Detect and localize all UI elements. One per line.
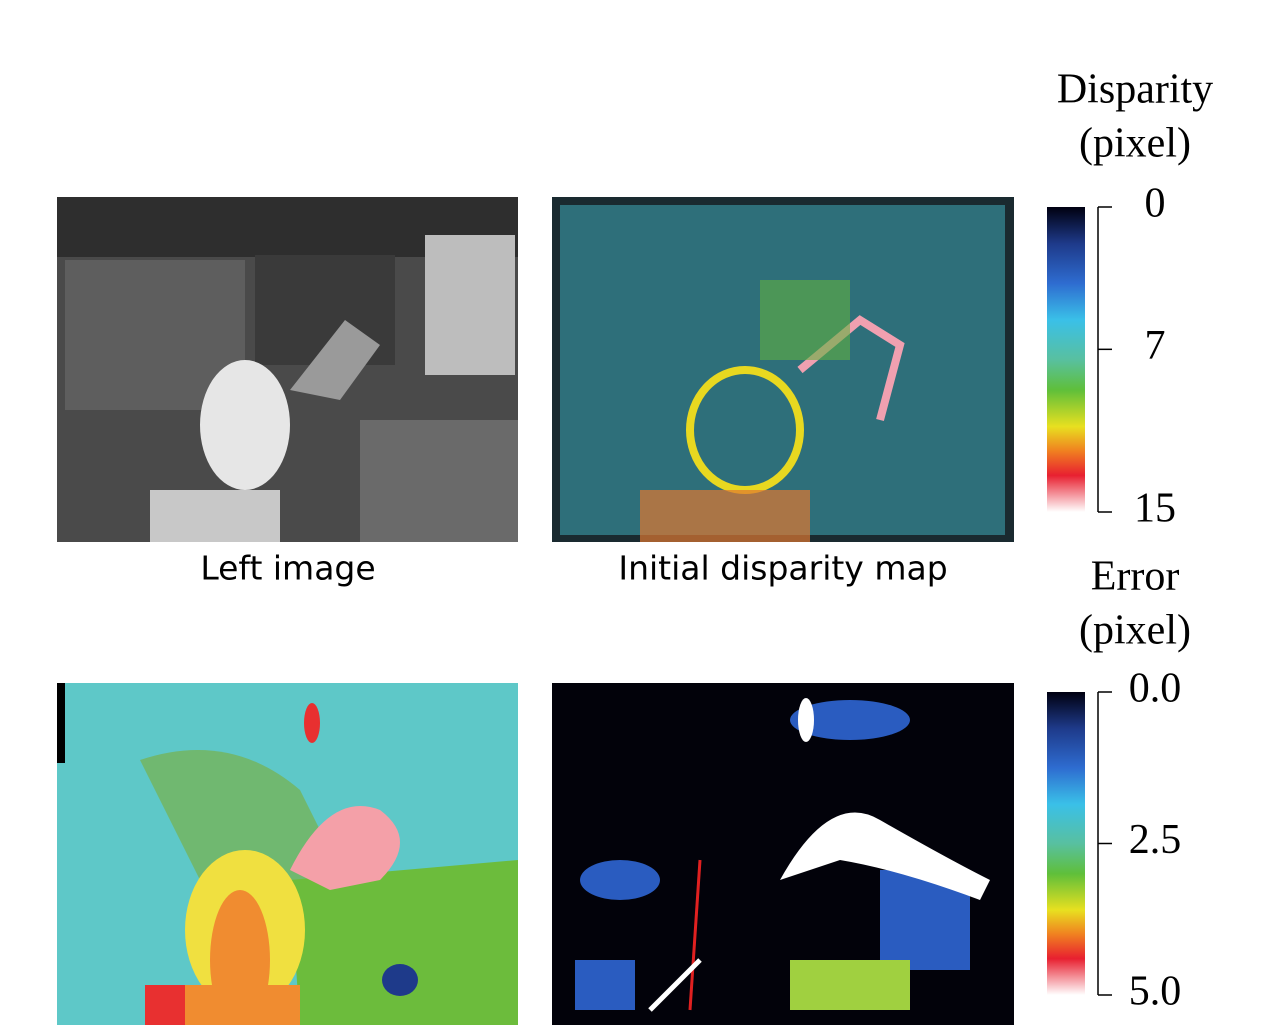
result-disparity xyxy=(57,683,518,1025)
panel-label: Initial disparity map xyxy=(618,549,947,588)
disparity-map xyxy=(552,197,1014,542)
tick-label: 7 xyxy=(1145,323,1166,369)
tick-label: 0.0 xyxy=(1129,666,1182,712)
colorbar-title: (pixel) xyxy=(1079,121,1191,167)
page: Left image Initial disparity map Dispari… xyxy=(0,0,1261,1025)
tick-label: 15 xyxy=(1134,486,1176,532)
colorbar xyxy=(1047,207,1085,512)
colorbar-title: Disparity xyxy=(1057,67,1213,113)
colorbar-title: (pixel) xyxy=(1079,608,1191,654)
left-image xyxy=(57,197,518,542)
tick-label: 2.5 xyxy=(1129,817,1182,863)
colorbar xyxy=(1047,692,1085,995)
figure: Left image Initial disparity map Dispari… xyxy=(0,0,1261,1025)
tick-label: 5.0 xyxy=(1129,969,1182,1015)
error-map xyxy=(552,683,1014,1025)
colorbar-title: Error xyxy=(1091,554,1180,600)
panel-label: Left image xyxy=(200,549,375,588)
tick-label: 0 xyxy=(1145,181,1166,227)
